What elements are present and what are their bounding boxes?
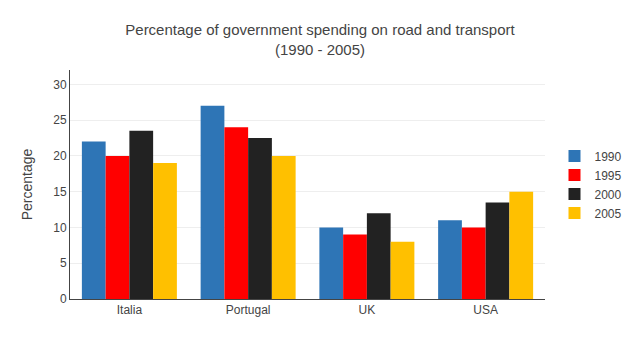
svg-text:USA: USA	[473, 303, 498, 317]
svg-text:20: 20	[53, 149, 67, 163]
svg-text:15: 15	[53, 185, 67, 199]
svg-text:Percentage: Percentage	[19, 148, 35, 220]
svg-text:1990: 1990	[595, 150, 622, 164]
svg-text:2000: 2000	[595, 188, 622, 202]
svg-text:Portugal: Portugal	[226, 303, 271, 317]
svg-text:Percentage of government spend: Percentage of government spending on roa…	[125, 21, 515, 58]
svg-text:10: 10	[53, 221, 67, 235]
svg-text:Italia: Italia	[117, 303, 143, 317]
svg-text:5: 5	[60, 256, 67, 270]
svg-text:25: 25	[53, 113, 67, 127]
svg-text:UK: UK	[359, 303, 376, 317]
svg-text:1995: 1995	[595, 169, 622, 183]
svg-text:2005: 2005	[595, 207, 622, 221]
svg-text:30: 30	[53, 78, 67, 92]
svg-text:0: 0	[60, 292, 67, 306]
